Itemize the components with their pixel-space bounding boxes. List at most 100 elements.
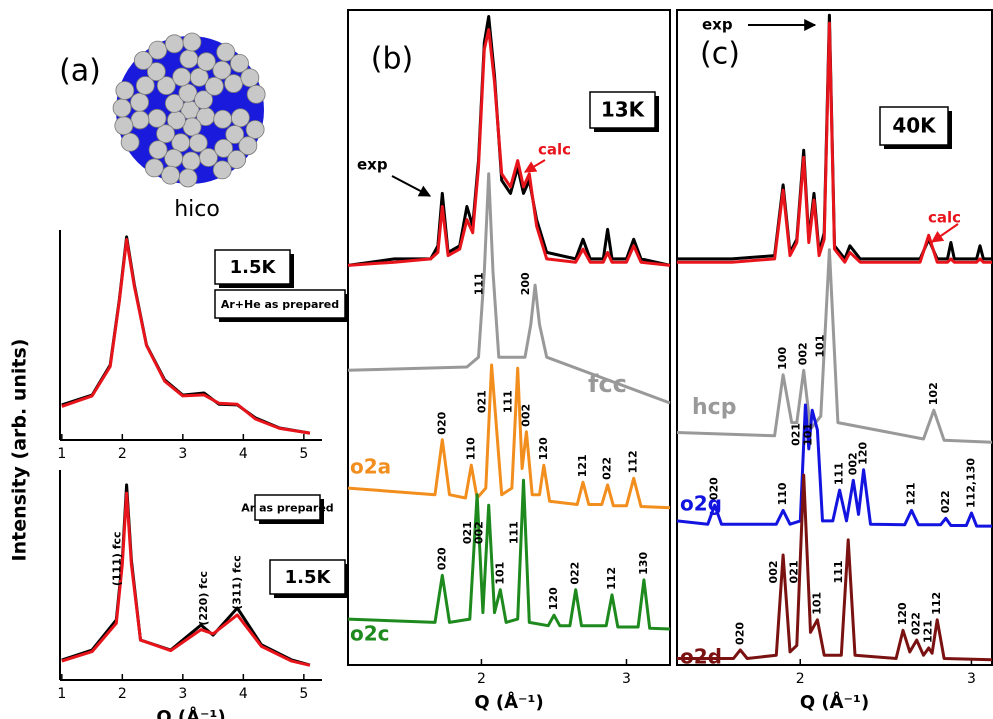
peak-label: 112,130 xyxy=(964,458,977,508)
cluster-atom xyxy=(225,75,243,93)
cluster-atom xyxy=(145,159,163,177)
peak-label: 002 xyxy=(797,342,810,365)
series-label: exp xyxy=(357,156,388,174)
peak-label: 101 xyxy=(801,423,814,446)
x-tick-label: 1 xyxy=(57,446,66,462)
peak-label: 101 xyxy=(813,335,826,358)
box-label: 13K xyxy=(601,98,646,122)
cluster-atom xyxy=(161,166,179,184)
arrow xyxy=(392,176,430,196)
series-label: o2a xyxy=(350,455,391,479)
cluster-illustration xyxy=(113,33,265,187)
peak-label: 110 xyxy=(776,482,789,505)
x-axis-label: Q (Å⁻¹) xyxy=(156,705,225,719)
peak-label: 112 xyxy=(605,567,618,590)
peak-label: 111 xyxy=(832,560,845,583)
panel-label: (c) xyxy=(700,37,740,72)
x-tick-label: 3 xyxy=(178,686,187,702)
peak-label: (220) fcc xyxy=(197,571,210,626)
box-label: Ar+He as prepared xyxy=(221,298,339,311)
series-label: calc xyxy=(538,141,571,159)
peak-label: 102 xyxy=(927,382,940,405)
peak-label: 111 xyxy=(473,272,486,295)
peak-label: 121 xyxy=(576,454,589,477)
cluster-atom xyxy=(115,117,133,135)
cluster-atom xyxy=(113,99,131,117)
peak-label: 101 xyxy=(810,592,823,615)
panel-label: (b) xyxy=(371,42,413,77)
peak-label: 021 xyxy=(788,560,801,583)
peak-label: 002 xyxy=(519,404,532,427)
peak-label: 101 xyxy=(493,562,506,585)
peak-label: 111 xyxy=(833,462,846,485)
x-axis-label: Q (Å⁻¹) xyxy=(800,690,869,713)
series-label: fcc xyxy=(588,370,627,398)
cluster-atom xyxy=(214,110,232,128)
peak-label: (111) fcc xyxy=(111,531,124,586)
x-tick-label: 2 xyxy=(118,686,127,702)
x-tick-label: 5 xyxy=(299,686,308,702)
x-tick-label: 2 xyxy=(477,671,486,687)
curve xyxy=(348,480,670,629)
peak-label: 121 xyxy=(905,482,918,505)
box-label: 1.5K xyxy=(285,567,332,588)
box-label: 1.5K xyxy=(230,257,277,278)
peak-label: 111 xyxy=(508,521,521,544)
cluster-atom xyxy=(121,133,139,151)
peak-label: 112 xyxy=(627,450,640,473)
series-label: hcp xyxy=(692,395,736,420)
cluster-atom xyxy=(241,69,259,87)
cluster-atom xyxy=(183,33,201,51)
x-axis-label: Q (Å⁻¹) xyxy=(474,690,543,713)
x-tick-label: 2 xyxy=(796,671,805,687)
cluster-atom xyxy=(116,81,134,99)
peak-label: 021 xyxy=(476,390,489,413)
peak-label: 130 xyxy=(637,552,650,575)
x-tick-label: 1 xyxy=(57,686,66,702)
peak-label: (311) fcc xyxy=(230,555,243,610)
x-tick-label: 3 xyxy=(622,671,631,687)
cluster-atom xyxy=(165,149,183,167)
peak-label: 100 xyxy=(776,347,789,370)
peak-label: 110 xyxy=(464,437,477,460)
cluster-atom xyxy=(213,161,231,179)
cluster-atom xyxy=(180,50,198,68)
series-label: o2d xyxy=(680,645,722,669)
series-label: o2c xyxy=(350,622,390,646)
cluster-atom xyxy=(131,93,149,111)
peak-label: 022 xyxy=(939,490,952,513)
peak-label: 120 xyxy=(537,437,550,460)
inset-label: hico xyxy=(174,197,220,222)
cluster-atom xyxy=(165,35,183,53)
cluster-atom xyxy=(131,111,149,129)
figure: Intensity (arb. units) 1 2 3 4 5 (a) hico 1.5K A… xyxy=(0,0,993,719)
box-label: Ar as prepared xyxy=(241,502,333,515)
x-tick-label: 4 xyxy=(239,446,248,462)
x-tick-label: 4 xyxy=(239,686,248,702)
x-tick-label: 3 xyxy=(178,446,187,462)
peak-label: 002 xyxy=(767,560,780,583)
cluster-atom xyxy=(247,85,265,103)
cluster-atom xyxy=(173,68,191,86)
peak-label: 020 xyxy=(708,477,721,500)
cluster-atom xyxy=(179,169,197,187)
panel-label: (a) xyxy=(59,54,101,89)
peak-label: 020 xyxy=(435,411,448,434)
cluster-atom xyxy=(197,53,215,71)
y-axis-label: Intensity (arb. units) xyxy=(9,339,31,562)
peak-label: 120 xyxy=(896,602,909,625)
curve xyxy=(348,174,670,403)
peak-label: 022 xyxy=(569,562,582,585)
cluster-atom xyxy=(149,141,167,159)
x-tick-label: 5 xyxy=(299,446,308,462)
peak-label: 022 xyxy=(601,457,614,480)
arrow xyxy=(525,160,545,172)
cluster-atom xyxy=(182,152,200,170)
peak-label: 120 xyxy=(547,587,560,610)
box-label: 40K xyxy=(892,114,937,138)
arrow xyxy=(932,224,958,242)
cluster-atom xyxy=(148,109,166,127)
series-label: exp xyxy=(702,16,733,34)
peak-label: 120 xyxy=(857,442,870,465)
series-label: calc xyxy=(928,209,961,227)
